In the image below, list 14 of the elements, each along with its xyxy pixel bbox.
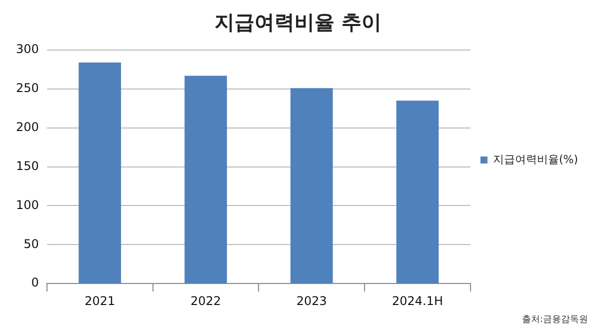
source-note: 출처:금융감독원 bbox=[522, 314, 588, 325]
x-tick-label: 2023 bbox=[296, 294, 327, 308]
x-tick-label: 2021 bbox=[84, 294, 116, 308]
y-tick-label: 100 bbox=[16, 198, 39, 212]
y-tick-label: 0 bbox=[31, 276, 39, 290]
y-tick-label: 300 bbox=[16, 42, 39, 56]
y-tick-label: 250 bbox=[16, 81, 39, 96]
y-tick-label: 150 bbox=[16, 158, 39, 173]
legend-label: 지급여력비율(%) bbox=[492, 152, 578, 166]
x-tick-label: 2022 bbox=[190, 294, 222, 308]
x-tick-label: 2024.1H bbox=[392, 294, 444, 308]
y-tick-label: 50 bbox=[24, 236, 39, 251]
y-tick-label: 200 bbox=[16, 120, 39, 134]
chart-title: 지급여력비율 추이 bbox=[214, 10, 382, 34]
